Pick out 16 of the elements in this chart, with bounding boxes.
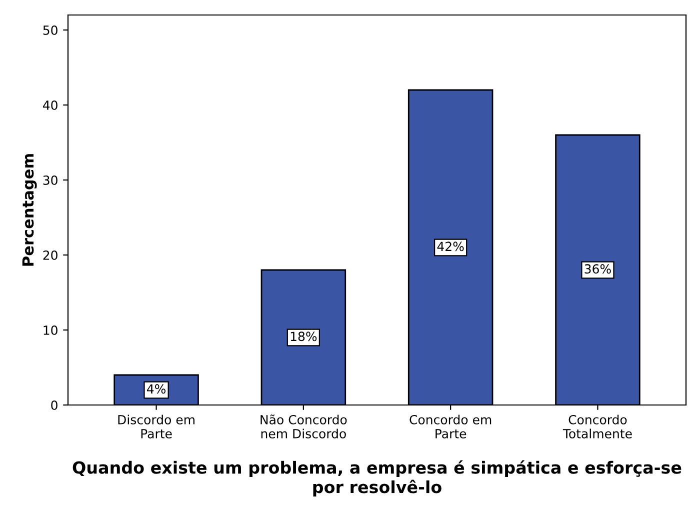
x-tick-label: Concordo Totalmente (562, 414, 632, 438)
x-tick-label: Não Concordo nem Discordo (260, 414, 347, 438)
x-axis-title: Quando existe um problema, a empresa é simpática e esforça-se por resolvê-lo (72, 460, 682, 497)
y-tick-label: 0 (51, 400, 58, 410)
data-label: 42% (437, 242, 464, 252)
data-label: 36% (584, 264, 611, 274)
x-tick-label: Concordo em Parte (410, 414, 492, 438)
x-tick-label: Discordo em Parte (118, 414, 194, 438)
y-axis-title: Percentagem (22, 154, 37, 266)
y-tick-label: 20 (43, 250, 58, 260)
y-tick-label: 40 (42, 100, 58, 110)
data-label: 18% (290, 332, 317, 342)
y-tick-label: 50 (43, 25, 58, 35)
y-tick-label: 10 (44, 325, 58, 335)
data-label: 4% (146, 384, 166, 394)
y-tick-label: 30 (43, 175, 58, 185)
